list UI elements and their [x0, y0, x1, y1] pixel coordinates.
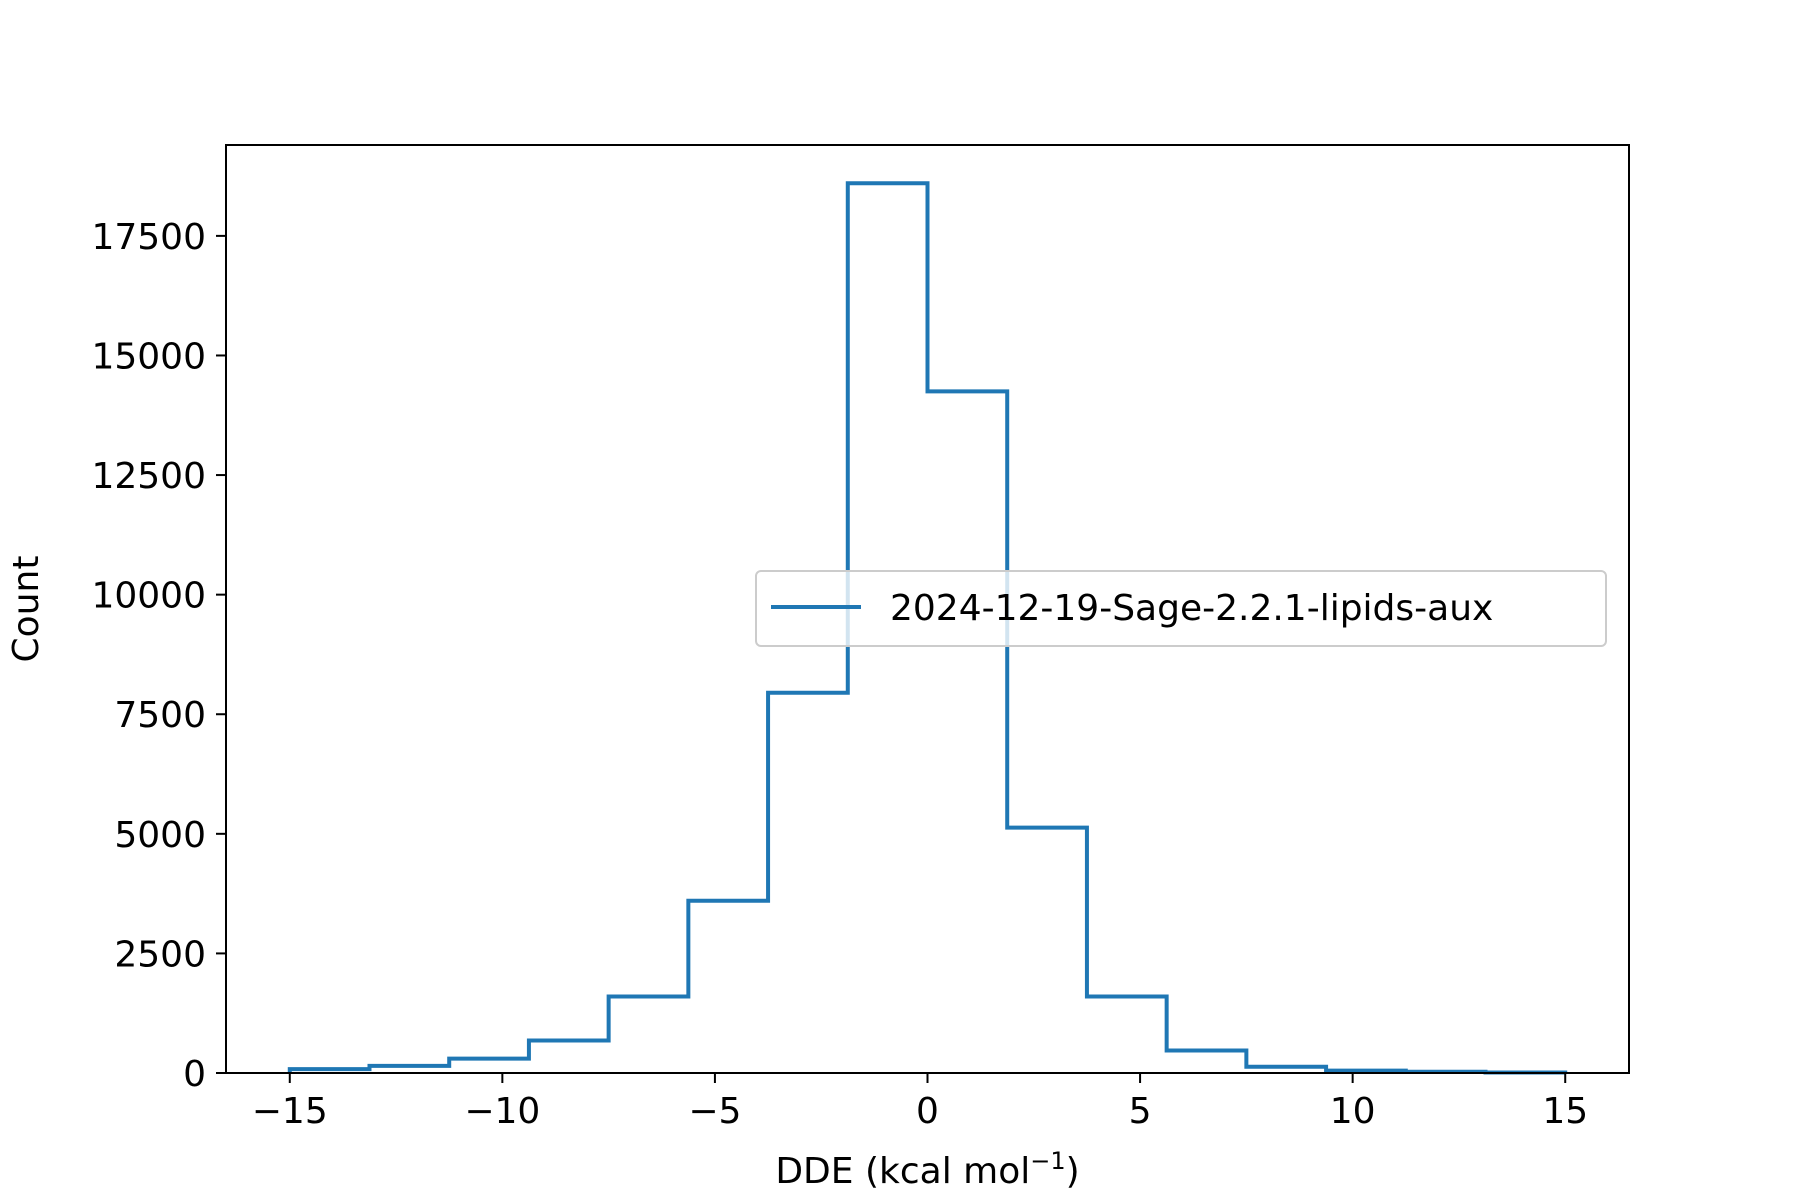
legend: 2024-12-19-Sage-2.2.1-lipids-aux [755, 570, 1607, 647]
y-tick-label: 2500 [114, 934, 206, 975]
y-tick-label: 0 [183, 1054, 206, 1095]
x-axis-label-suffix: ) [1066, 1151, 1080, 1192]
y-tick-label: 15000 [91, 336, 206, 377]
legend-entry-label: 2024-12-19-Sage-2.2.1-lipids-aux [890, 588, 1493, 629]
x-tick-label: 5 [1129, 1091, 1152, 1132]
legend-box [755, 570, 1607, 647]
y-tick-label: 17500 [91, 217, 206, 258]
y-tick-label: 7500 [114, 695, 206, 736]
y-tick-label: 12500 [91, 456, 206, 497]
series-layer [287, 181, 1568, 1075]
x-axis: −15 −10 −5 0 5 10 15 [252, 1073, 1588, 1132]
y-tick-label: 10000 [91, 576, 206, 617]
x-tick-label: −10 [464, 1091, 540, 1132]
y-axis: 0 2500 5000 7500 10000 12500 15000 17500 [91, 217, 226, 1095]
x-tick-label: 15 [1542, 1091, 1588, 1132]
x-axis-label-superscript: −1 [1030, 1147, 1065, 1175]
x-axis-label-main: DDE (kcal mol [775, 1151, 1030, 1192]
x-tick-label: 10 [1330, 1091, 1376, 1132]
x-tick-label: 0 [916, 1091, 939, 1132]
y-tick-label: 5000 [114, 815, 206, 856]
x-tick-label: −15 [252, 1091, 328, 1132]
y-axis-label: Count [6, 556, 47, 663]
x-tick-label: −5 [688, 1091, 741, 1132]
histogram-series-0 [287, 181, 1568, 1075]
x-axis-label: DDE (kcal mol−1) [775, 1147, 1079, 1192]
